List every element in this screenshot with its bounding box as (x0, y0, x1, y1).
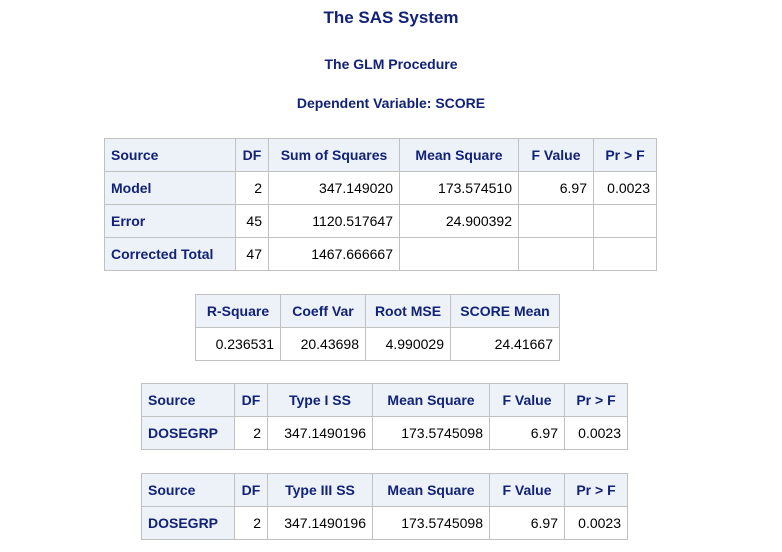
cell-df: 2 (234, 416, 268, 450)
col-header-f-value: F Value (489, 383, 565, 417)
col-header-source: Source (141, 383, 235, 417)
table-row: 0.236531 20.43698 4.990029 24.41667 (195, 327, 560, 361)
cell-pr-f: 0.0023 (564, 506, 628, 540)
col-header-mean-square: Mean Square (399, 138, 519, 172)
col-header-score-mean: SCORE Mean (450, 294, 560, 328)
col-header-root-mse: Root MSE (365, 294, 451, 328)
cell-pr-f (593, 204, 657, 238)
row-header-dosegrp: DOSEGRP (141, 416, 235, 450)
row-header-error: Error (104, 204, 236, 238)
cell-sum-of-squares: 347.149020 (268, 171, 400, 205)
dependent-variable-title: Dependent Variable: SCORE (296, 95, 486, 111)
cell-f-value: 6.97 (518, 171, 594, 205)
cell-sum-of-squares: 1467.666667 (268, 237, 400, 271)
col-header-f-value: F Value (518, 138, 594, 172)
cell-pr-f (593, 237, 657, 271)
cell-root-mse: 4.990029 (365, 327, 451, 361)
col-header-pr-f: Pr > F (564, 383, 628, 417)
row-header-corrected-total: Corrected Total (104, 237, 236, 271)
cell-f-value: 6.97 (489, 416, 565, 450)
table-row: Error 45 1120.517647 24.900392 (104, 204, 657, 238)
cell-mean-square: 173.5745098 (372, 506, 490, 540)
anova-header-row: Source DF Sum of Squares Mean Square F V… (104, 138, 657, 172)
col-header-f-value: F Value (489, 473, 565, 507)
cell-f-value (518, 237, 594, 271)
fit-statistics-table: R-Square Coeff Var Root MSE SCORE Mean 0… (195, 294, 560, 361)
table-row: DOSEGRP 2 347.1490196 173.5745098 6.97 0… (141, 416, 628, 450)
col-header-df: DF (234, 473, 268, 507)
col-header-mean-square: Mean Square (372, 383, 490, 417)
fit-header-row: R-Square Coeff Var Root MSE SCORE Mean (195, 294, 560, 328)
col-header-source: Source (141, 473, 235, 507)
cell-mean-square: 173.5745098 (372, 416, 490, 450)
cell-mean-square: 173.574510 (399, 171, 519, 205)
cell-df: 47 (235, 237, 269, 271)
cell-score-mean: 24.41667 (450, 327, 560, 361)
cell-pr-f: 0.0023 (564, 416, 628, 450)
row-header-model: Model (104, 171, 236, 205)
table-row: Model 2 347.149020 173.574510 6.97 0.002… (104, 171, 657, 205)
anova-table: Source DF Sum of Squares Mean Square F V… (104, 138, 657, 271)
col-header-r-square: R-Square (195, 294, 281, 328)
col-header-source: Source (104, 138, 236, 172)
col-header-df: DF (234, 383, 268, 417)
system-title: The SAS System (323, 8, 459, 27)
cell-df: 2 (235, 171, 269, 205)
cell-pr-f: 0.0023 (593, 171, 657, 205)
cell-sum-of-squares: 1120.517647 (268, 204, 400, 238)
table-row: DOSEGRP 2 347.1490196 173.5745098 6.97 0… (141, 506, 628, 540)
table-row: Corrected Total 47 1467.666667 (104, 237, 657, 271)
col-header-type-iii-ss: Type III SS (267, 473, 373, 507)
type-iii-ss-table: Source DF Type III SS Mean Square F Valu… (141, 473, 628, 540)
procedure-title: The GLM Procedure (324, 56, 458, 72)
cell-df: 2 (234, 506, 268, 540)
cell-type-i-ss: 347.1490196 (267, 416, 373, 450)
cell-df: 45 (235, 204, 269, 238)
type3-header-row: Source DF Type III SS Mean Square F Valu… (141, 473, 628, 507)
col-header-sum-of-squares: Sum of Squares (268, 138, 400, 172)
cell-coeff-var: 20.43698 (280, 327, 366, 361)
cell-type-iii-ss: 347.1490196 (267, 506, 373, 540)
col-header-pr-f: Pr > F (564, 473, 628, 507)
col-header-coeff-var: Coeff Var (280, 294, 366, 328)
col-header-df: DF (235, 138, 269, 172)
col-header-pr-f: Pr > F (593, 138, 657, 172)
cell-mean-square (399, 237, 519, 271)
cell-f-value: 6.97 (489, 506, 565, 540)
cell-f-value (518, 204, 594, 238)
cell-r-square: 0.236531 (195, 327, 281, 361)
cell-mean-square: 24.900392 (399, 204, 519, 238)
col-header-type-i-ss: Type I SS (267, 383, 373, 417)
col-header-mean-square: Mean Square (372, 473, 490, 507)
type-i-ss-table: Source DF Type I SS Mean Square F Value … (141, 383, 628, 450)
row-header-dosegrp: DOSEGRP (141, 506, 235, 540)
type1-header-row: Source DF Type I SS Mean Square F Value … (141, 383, 628, 417)
